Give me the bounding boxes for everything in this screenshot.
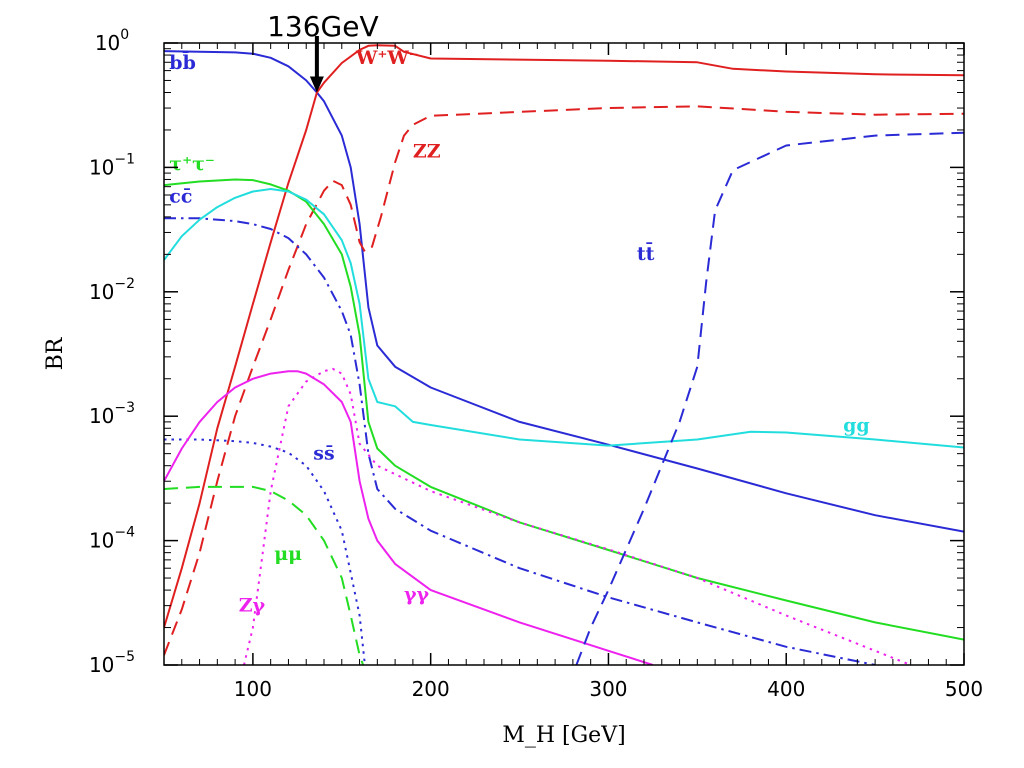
series-line-9 <box>164 370 654 665</box>
series-line-2 <box>164 105 964 656</box>
x-tick-label-1: 200 <box>412 677 450 701</box>
series-label-0: bb̄ <box>169 51 196 73</box>
series-line-4 <box>164 217 876 665</box>
x-axis-title: M_H [GeV] <box>502 723 625 748</box>
series-line-7 <box>164 485 365 665</box>
series-label-8: Zγ <box>239 594 266 616</box>
series-label-3: τ⁺τ⁻ <box>169 153 215 175</box>
y-tick-label-5: 10−5 <box>89 649 135 677</box>
series-line-6 <box>164 438 366 665</box>
x-tick-label-0: 100 <box>234 677 272 701</box>
series-label-7: μμ <box>274 543 302 565</box>
series-label-10: tt̄ <box>637 243 655 265</box>
series-line-10 <box>575 131 964 665</box>
y-tick-label-3: 10−3 <box>89 400 135 428</box>
y-tick-label-0: 100 <box>95 27 129 55</box>
series-line-8 <box>243 367 912 665</box>
y-tick-label-1: 10−1 <box>89 151 135 179</box>
series-line-5 <box>164 188 964 449</box>
y-tick-label-4: 10−4 <box>89 525 135 553</box>
annotation-136gev: 136GeV <box>267 10 379 93</box>
series-line-3 <box>164 178 964 641</box>
series-labels: bb̄ W⁺W⁻ ZZ τ⁺τ⁻ cc̄ gg ss̄ μμ Zγ γγ tt̄ <box>169 47 870 616</box>
x-tick-label-3: 400 <box>767 677 805 701</box>
x-tick-label-4: 500 <box>945 677 983 701</box>
series-label-6: ss̄ <box>313 442 334 464</box>
plot-frame <box>163 42 965 666</box>
series-line-1 <box>164 44 964 628</box>
series-label-5: gg <box>843 415 870 437</box>
axis-ticks: 100 200 300 400 500 100 10−1 10−2 10−3 10−4 10−5 <box>89 27 983 701</box>
series-label-2: ZZ <box>413 141 441 163</box>
curves <box>164 44 964 665</box>
annotation-label: 136GeV <box>267 10 379 43</box>
series-line-0 <box>164 50 964 533</box>
y-tick-label-2: 10−2 <box>89 276 135 304</box>
series-label-9: γγ <box>404 584 430 606</box>
y-axis-title: BR <box>43 336 68 370</box>
series-label-1: W⁺W⁻ <box>355 47 419 69</box>
series-label-4: cc̄ <box>169 186 192 208</box>
x-tick-label-2: 300 <box>589 677 627 701</box>
